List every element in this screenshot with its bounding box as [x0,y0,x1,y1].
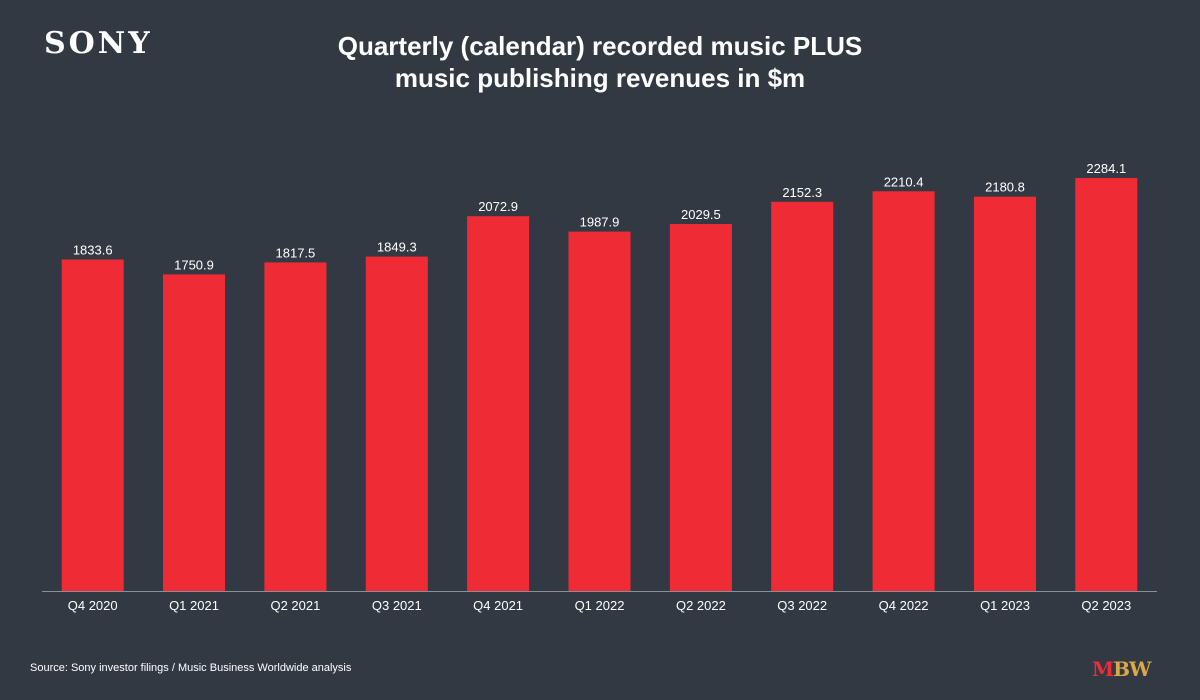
x-tick-label: Q2 2022 [676,598,726,613]
data-label: 1849.3 [377,240,417,255]
data-label: 2152.3 [782,185,822,200]
bar [1075,178,1138,591]
bar [264,262,327,591]
x-tick-label: Q4 2020 [68,598,118,613]
x-tick-label: Q2 2021 [270,598,320,613]
data-label: 2072.9 [478,199,518,214]
data-label: 1833.6 [73,243,113,258]
mbw-logo-bw: BW [1113,657,1151,681]
x-tick-label: Q2 2023 [1081,598,1131,613]
x-tick-label: Q1 2022 [575,598,625,613]
mbw-logo: MBW [1092,657,1152,681]
bar [365,256,428,591]
sony-logo: SONY [44,26,153,61]
data-label: 2180.8 [985,180,1025,195]
bar [771,201,834,592]
data-label: 2284.1 [1086,161,1126,176]
bar [568,231,631,591]
data-label: 1817.5 [276,245,316,260]
chart-title: Quarterly (calendar) recorded music PLUS… [180,30,1020,94]
x-tick-label: Q4 2021 [473,598,523,613]
source-note: Source: Sony investor filings / Music Bu… [30,662,352,674]
x-tick-label: Q4 2022 [879,598,929,613]
data-label: 1987.9 [580,215,620,230]
x-tick-label: Q1 2023 [980,598,1030,613]
x-tick-label: Q3 2021 [372,598,422,613]
data-label: 2210.4 [884,174,924,189]
bar [872,191,935,592]
x-tick-label: Q3 2022 [777,598,827,613]
mbw-logo-m: M [1092,657,1114,681]
bar [467,216,530,591]
x-tick-label: Q1 2021 [169,598,219,613]
bar [61,259,124,591]
bar [974,196,1036,591]
data-label: 2029.5 [681,207,721,222]
bar [669,224,732,591]
chart-title-line-1: Quarterly (calendar) recorded music PLUS [337,31,863,61]
data-label: 1750.9 [174,257,214,272]
bar [163,274,225,591]
chart-title-line-2: music publishing revenues in $m [394,63,806,93]
